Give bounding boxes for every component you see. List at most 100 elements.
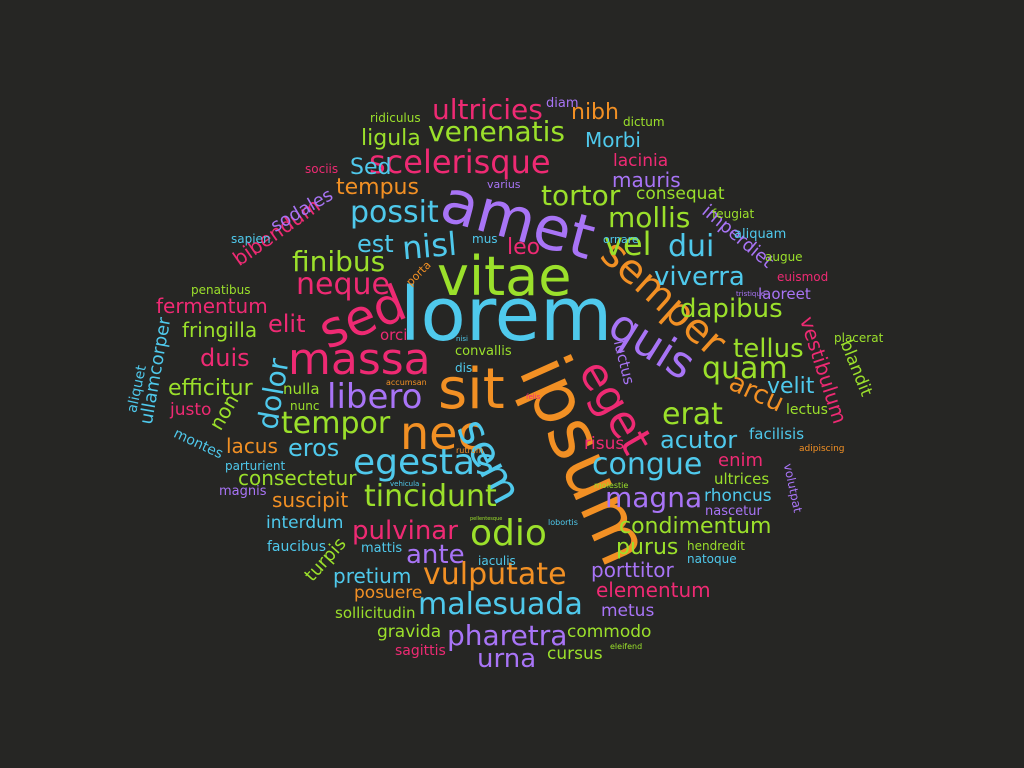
word-fermentum: fermentum <box>156 294 268 318</box>
word-molestie: molestie <box>594 481 629 490</box>
word-feugiat: feugiat <box>712 207 755 221</box>
word-sagittis: sagittis <box>395 643 446 659</box>
word-augue: augue <box>765 250 803 264</box>
word-Sed: Sed <box>350 155 392 180</box>
word-hendredit: hendredit <box>687 539 745 553</box>
word-lobortis: lobortis <box>548 518 578 527</box>
word-egestas: egestas <box>353 442 494 483</box>
word-est: est <box>357 230 394 258</box>
word-interdum: interdum <box>266 513 344 533</box>
word-sapien: sapien <box>231 232 271 246</box>
word-rhoncus: rhoncus <box>704 486 772 506</box>
word-sollicitudin: sollicitudin <box>335 604 416 622</box>
word-lacinia: lacinia <box>613 151 669 171</box>
word-dapibus: dapibus <box>680 294 783 324</box>
word-mollis: mollis <box>608 201 691 234</box>
word-tortor: tortor <box>541 179 621 212</box>
word-viverra: viverra <box>654 262 745 292</box>
word-neque: neque <box>296 267 390 302</box>
word-finibus: finibus <box>292 245 386 278</box>
word-ante: ante <box>406 540 465 570</box>
word-facilisis: facilisis <box>749 425 805 443</box>
word-diam: diam <box>546 96 579 111</box>
word-nibh: nibh <box>571 100 619 125</box>
word-justo: justo <box>170 400 212 420</box>
word-erat: erat <box>662 397 723 432</box>
word-leo: leo <box>507 235 541 260</box>
word-montes: montes <box>171 425 226 463</box>
word-vitae: vitae <box>437 245 572 308</box>
word-gravida: gravida <box>377 622 442 642</box>
word-massa: massa <box>288 334 431 385</box>
word-ligula: ligula <box>361 126 421 151</box>
word-cursus: cursus <box>547 644 603 664</box>
word-nulla: nulla <box>283 380 320 398</box>
word-Morbi: Morbi <box>585 128 641 152</box>
word-parturient: parturient <box>225 459 286 473</box>
word-euismod: euismod <box>777 270 829 284</box>
word-enim: enim <box>718 450 764 471</box>
word-mattis: mattis <box>361 541 403 556</box>
word-condimentum: condimentum <box>619 514 772 539</box>
word-convallis: convallis <box>455 344 512 359</box>
word-rutrum: rutrum <box>456 446 484 455</box>
word-congue: congue <box>592 447 703 482</box>
word-nascetur: nascetur <box>705 504 762 519</box>
word-malesuada: malesuada <box>418 587 583 622</box>
word-possit: possit <box>350 195 439 230</box>
word-dis: dis <box>455 361 473 375</box>
word-elementum: elementum <box>596 578 711 602</box>
word-varius: varius <box>487 178 521 191</box>
word-sit: sit <box>438 357 505 422</box>
word-metus: metus <box>601 601 655 621</box>
word-iaculis: iaculis <box>478 554 516 568</box>
word-pretium: pretium <box>333 564 412 588</box>
word-nunc: nunc <box>290 399 320 413</box>
word-quam: quam <box>702 351 788 386</box>
word-ridiculus: ridiculus <box>370 111 421 125</box>
word-mus: mus <box>472 232 498 246</box>
word-risus: risus <box>584 434 625 454</box>
word-aliquam: aliquam <box>734 227 787 242</box>
word-elit: elit <box>268 310 306 338</box>
word-ultrices: ultrices <box>714 470 770 488</box>
word-pellentesque: pellentesque <box>470 516 503 522</box>
word-lectus: lectus <box>786 402 828 418</box>
word-purus: purus <box>616 535 679 560</box>
word-ultricies: ultricies <box>432 93 543 126</box>
word-porttitor: porttitor <box>591 558 674 582</box>
word-vulputate: vulputate <box>423 557 567 592</box>
word-consectetur: consectetur <box>238 466 357 490</box>
word-lacus: lacus <box>226 434 278 458</box>
word-acutor: acutor <box>660 426 738 454</box>
word-fringilla: fringilla <box>182 318 258 342</box>
word-adipiscing: adipiscing <box>799 444 845 454</box>
word-sociis: sociis <box>305 162 339 176</box>
word-magna: magna <box>605 481 703 514</box>
word-eros: eros <box>288 434 340 462</box>
word-duis: duis <box>200 344 250 372</box>
word-felis: felis <box>526 393 541 401</box>
word-dictum: dictum <box>623 115 665 129</box>
word-mauris: mauris <box>612 168 681 192</box>
word-odio: odio <box>470 513 547 554</box>
word-pharetra: pharetra <box>447 619 568 652</box>
word-tellus: tellus <box>733 334 804 364</box>
word-natoque: natoque <box>687 552 737 566</box>
word-faucibus: faucibus <box>267 539 327 555</box>
word-tempus: tempus <box>336 175 419 200</box>
word-posuere: posuere <box>354 583 423 603</box>
word-tempor: tempor <box>281 406 391 441</box>
word-tristique: tristique <box>736 290 766 298</box>
word-dui: dui <box>668 229 715 264</box>
word-urna: urna <box>477 644 537 674</box>
word-placerat: placerat <box>834 331 884 345</box>
word-nisl: nisl <box>400 224 459 268</box>
word-commodo: commodo <box>567 622 652 642</box>
word-magnis: magnis <box>219 484 267 499</box>
word-efficitur: efficitur <box>168 376 253 401</box>
word-pulvinar: pulvinar <box>352 516 458 546</box>
word-scelerisque: scelerisque <box>369 143 551 181</box>
word-nec: nec <box>400 406 483 460</box>
